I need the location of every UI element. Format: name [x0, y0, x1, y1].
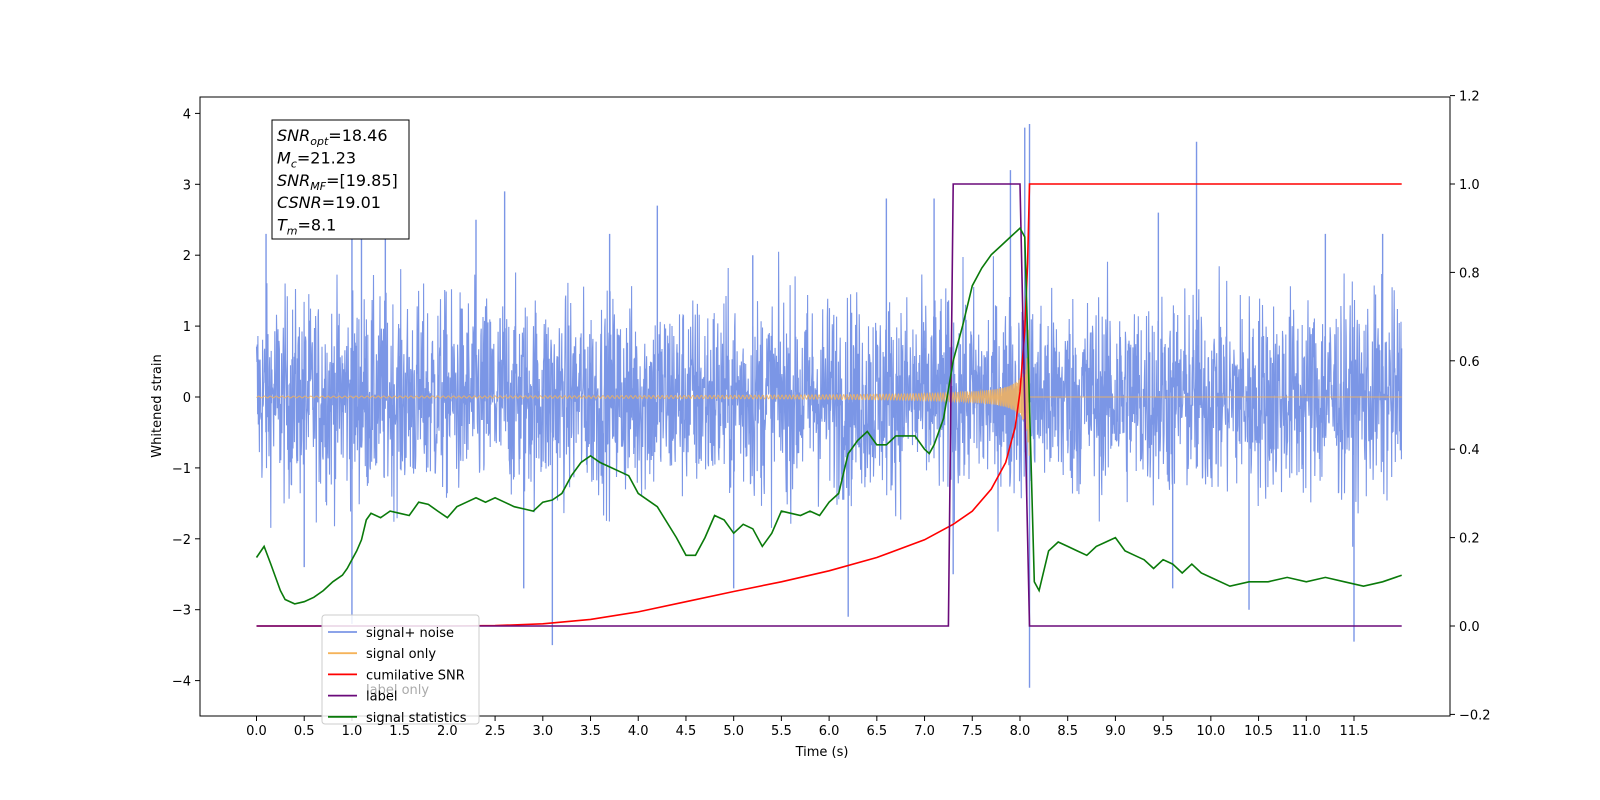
y-left-tick-label: 2	[183, 249, 191, 264]
x-tick-label: 5.0	[723, 724, 744, 739]
x-tick-label: 4.5	[676, 724, 697, 739]
y-right-tick-label: 0.6	[1459, 355, 1480, 370]
y-right-tick-label: 0.8	[1459, 266, 1480, 281]
series-cumulative-snr	[256, 183, 1402, 627]
y-axis-right: 1.2 1.0 0.8 0.6 0.4 0.2 0.0 −0.2	[1450, 90, 1491, 723]
y-left-tick-label: −3	[172, 604, 191, 619]
legend-label: label	[366, 690, 397, 705]
x-tick-label: 4.0	[628, 724, 649, 739]
x-tick-label: 10.5	[1244, 724, 1273, 739]
y-right-tick-label: 0.2	[1459, 532, 1480, 547]
series-signal-only	[256, 329, 1402, 456]
annotation-frame	[271, 119, 410, 240]
x-axis-label: Time (s)	[795, 745, 849, 760]
x-tick-label: 3.5	[580, 724, 601, 739]
annotation-line: CSNR=19.01	[277, 193, 381, 212]
annotation-line: SNRMF=[19.85]	[277, 171, 398, 193]
x-tick-label: 3.0	[532, 724, 553, 739]
y-right-tick-label: 1.0	[1459, 178, 1480, 193]
x-tick-label: 0.0	[246, 724, 267, 739]
y-left-tick-label: 3	[183, 178, 191, 193]
y-axis-label-left: Whitened strain	[150, 354, 165, 457]
x-tick-label: 7.0	[914, 724, 935, 739]
y-left-tick-label: −2	[172, 533, 191, 548]
x-axis: 0.0 0.5 1.0 1.5 2.0 2.5 3.0 3.5 4.0 4.5 5.0 5.5 6.0 6…	[246, 716, 1368, 739]
x-tick-label: 5.5	[771, 724, 792, 739]
x-tick-label: 6.5	[866, 724, 887, 739]
y-left-tick-label: 1	[183, 320, 191, 335]
y-left-tick-label: 0	[183, 391, 191, 406]
annotation-text: SNRopt=18.46Mc=21.23SNRMF=[19.85]CSNR=19…	[277, 126, 398, 238]
x-tick-label: 11.5	[1340, 724, 1369, 739]
legend: label only signal+ noise signal only cumil…	[321, 614, 480, 726]
x-tick-label: 8.5	[1057, 724, 1078, 739]
y-right-tick-label: 0.0	[1459, 620, 1480, 635]
x-tick-label: 2.5	[485, 724, 506, 739]
y-right-tick-label: 1.2	[1459, 90, 1480, 105]
y-right-tick-label: 0.4	[1459, 443, 1480, 458]
legend-label: signal only	[366, 647, 436, 662]
legend-label: cumilative SNR	[366, 668, 465, 683]
x-tick-label: 9.0	[1105, 724, 1126, 739]
x-tick-label: 10.0	[1196, 724, 1225, 739]
legend-hidden-entry: label only	[366, 683, 429, 698]
y-left-tick-label: −1	[172, 462, 191, 477]
plot-frame	[199, 96, 1451, 717]
annotation-box: SNRopt=18.46Mc=21.23SNRMF=[19.85]CSNR=19…	[271, 119, 410, 240]
x-tick-label: 7.5	[962, 724, 983, 739]
plot-area	[255, 124, 1403, 688]
annotation-line: SNRopt=18.46	[277, 126, 388, 148]
legend-label: signal statistics	[366, 711, 467, 726]
x-tick-label: 8.0	[1010, 724, 1031, 739]
y-left-tick-label: −4	[172, 675, 191, 690]
legend-label: signal+ noise	[366, 626, 454, 641]
x-tick-label: 0.5	[294, 724, 315, 739]
series-signal-statistics	[255, 226, 1402, 605]
x-tick-label: 6.0	[819, 724, 840, 739]
x-tick-label: 1.0	[342, 724, 363, 739]
series-label	[256, 183, 1402, 627]
x-tick-label: 9.5	[1153, 724, 1174, 739]
y-axis-left: 4 3 2 1 0 −1 −2 −3 −4	[172, 107, 200, 690]
y-right-tick-label: −0.2	[1459, 708, 1491, 723]
x-tick-label: 2.0	[437, 724, 458, 739]
series-signal-noise	[255, 251, 1403, 547]
annotation-line: Tm=8.1	[277, 216, 336, 238]
annotation-line: Mc=21.23	[277, 148, 356, 170]
x-tick-label: 11.0	[1292, 724, 1321, 739]
y-left-tick-label: 4	[183, 107, 191, 122]
x-tick-label: 1.5	[389, 724, 410, 739]
legend-frame	[321, 614, 480, 725]
